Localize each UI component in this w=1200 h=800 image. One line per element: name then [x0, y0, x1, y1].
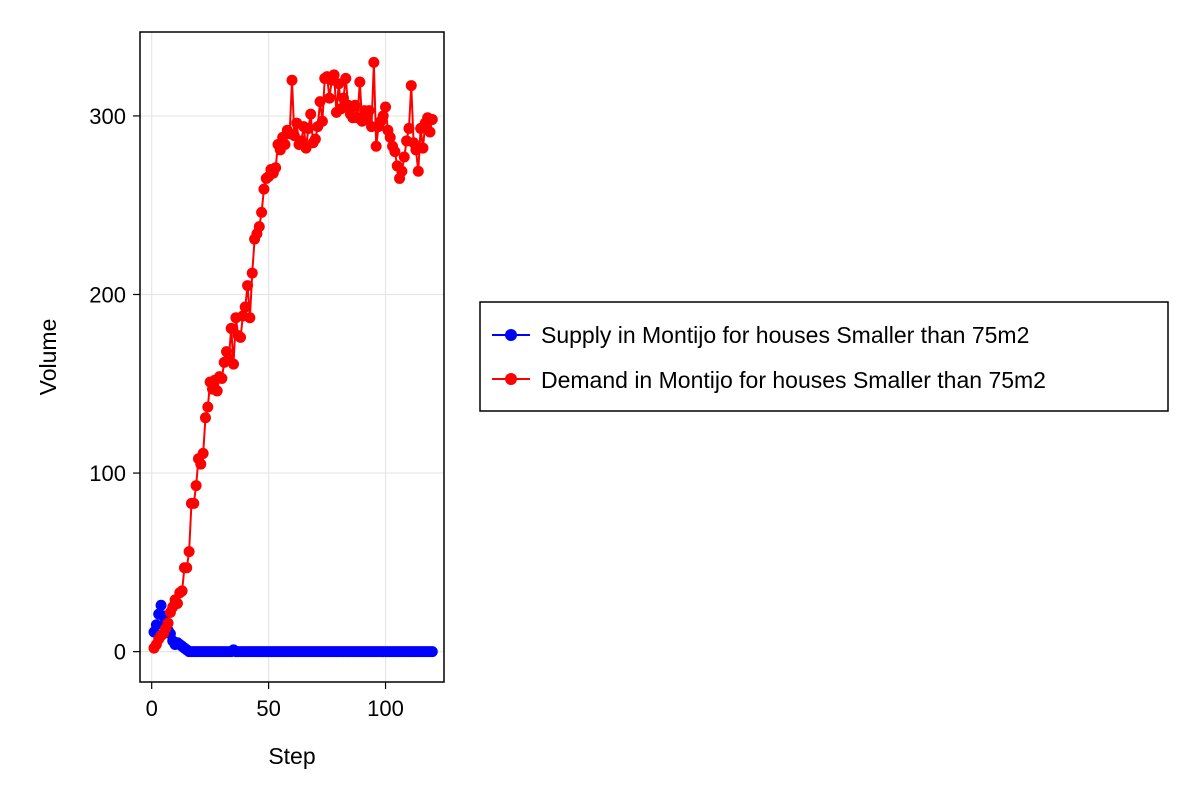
data-point: [370, 140, 382, 152]
data-point: [150, 619, 162, 631]
data-point: [171, 597, 183, 609]
data-point: [340, 72, 352, 84]
data-point: [235, 331, 247, 343]
data-point: [309, 133, 321, 145]
data-point: [246, 267, 258, 279]
x-tick-label: 50: [256, 696, 280, 721]
legend-swatch-marker-supply: [505, 329, 517, 341]
data-point: [384, 131, 396, 143]
data-point: [354, 76, 366, 88]
y-tick-label: 0: [114, 640, 126, 665]
data-point: [155, 599, 167, 611]
legend-label-demand: Demand in Montijo for houses Smaller tha…: [541, 367, 1046, 393]
series-1: [148, 56, 438, 654]
data-point: [389, 146, 401, 158]
data-point: [228, 358, 240, 370]
data-point: [314, 96, 326, 108]
x-tick-label: 100: [367, 696, 404, 721]
data-point: [305, 108, 317, 120]
data-point: [176, 585, 188, 597]
data-point: [363, 105, 375, 117]
legend-label-supply: Supply in Montijo for houses Smaller tha…: [541, 322, 1029, 348]
y-tick-label: 100: [89, 461, 126, 486]
data-point: [197, 447, 209, 459]
data-point: [412, 165, 424, 177]
data-point: [316, 115, 328, 127]
data-point: [417, 142, 429, 154]
data-point: [253, 221, 265, 233]
data-point: [258, 183, 270, 195]
data-point: [398, 151, 410, 163]
data-point: [195, 458, 207, 470]
data-point: [216, 372, 228, 384]
series-0: [148, 599, 438, 658]
data-point: [211, 385, 223, 397]
axis-ticks: 0 50 100 0 100 200 300: [89, 104, 404, 721]
y-axis-label: Volume: [35, 319, 61, 396]
data-point: [190, 480, 202, 492]
series-line: [153, 604, 433, 653]
x-tick-label: 0: [146, 696, 158, 721]
data-point: [396, 165, 408, 177]
data-point: [202, 401, 214, 413]
data-point: [244, 312, 256, 324]
data-point: [279, 139, 291, 150]
data-point: [368, 56, 380, 68]
data-point: [199, 412, 211, 424]
data-point: [181, 562, 193, 574]
y-tick-label: 200: [89, 283, 126, 308]
data-point: [183, 546, 195, 558]
data-point: [256, 206, 268, 218]
data-point: [242, 280, 254, 292]
data-point: [380, 101, 392, 113]
data-point: [270, 162, 282, 174]
data-point: [403, 122, 415, 134]
legend-box: [479, 301, 1169, 412]
y-tick-label: 300: [89, 104, 126, 129]
data-point: [377, 110, 389, 122]
data-point: [302, 122, 314, 134]
data-point: [426, 646, 438, 658]
data-point: [328, 69, 340, 81]
data-point: [162, 617, 174, 629]
plot-frame: [139, 31, 445, 683]
data-point: [424, 126, 436, 138]
data-point: [188, 497, 200, 509]
series-layer: [148, 56, 438, 658]
legend-swatch-marker-demand: [505, 373, 517, 385]
data-point: [286, 74, 298, 86]
legend: Supply in Montijo for houses Smaller tha…: [479, 301, 1169, 412]
data-point: [426, 114, 438, 125]
data-point: [349, 99, 361, 111]
data-point: [239, 301, 251, 313]
data-point: [405, 80, 417, 92]
data-point: [323, 92, 335, 104]
x-axis-label: Step: [268, 743, 315, 769]
data-point: [225, 322, 237, 334]
